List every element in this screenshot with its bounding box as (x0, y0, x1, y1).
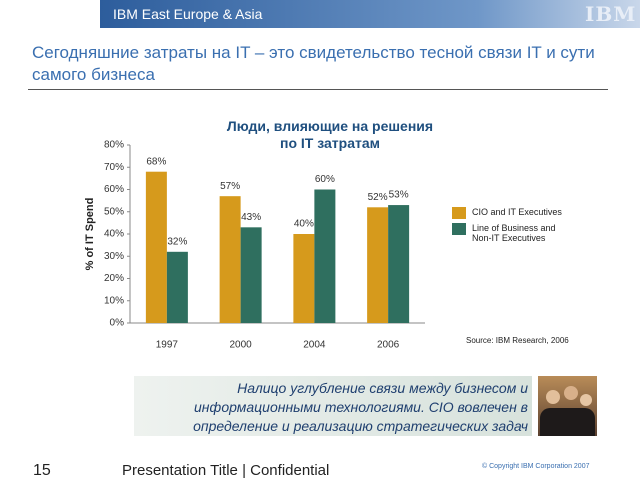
bar (293, 234, 315, 323)
copyright: © Copyright IBM Corporation 2007 (482, 463, 590, 470)
x-tick-label: 2000 (230, 340, 253, 351)
y-tick-label: 50% (104, 206, 124, 217)
y-tick-label: 10% (104, 295, 124, 306)
chart-title: Люди, влияющие на решения по IT затратам (226, 118, 434, 151)
value-label: 53% (389, 190, 409, 201)
slide-title: Сегодняшние затраты на IT – это свидетел… (32, 43, 595, 84)
photo (538, 376, 597, 436)
legend-entry: Line of Business and Non-IT Executives (452, 223, 572, 243)
y-tick-label: 60% (104, 184, 124, 195)
title-rule (28, 89, 608, 90)
callout-text: Налицо углубление связи между бизнесом и… (193, 380, 528, 434)
x-tick-label: 2006 (377, 340, 400, 351)
y-tick-label: 20% (104, 273, 124, 284)
header-bar (100, 0, 640, 28)
callout-box (134, 376, 532, 436)
legend-swatch (452, 207, 466, 219)
value-label: 60% (315, 174, 335, 185)
x-tick-label: 2004 (303, 340, 326, 351)
value-label: 68% (146, 156, 166, 167)
logo: IBM (585, 2, 637, 26)
y-tick-label: 70% (104, 162, 124, 173)
header-region: IBM East Europe & Asia (113, 6, 263, 22)
bar (240, 227, 262, 323)
legend-label: Line of Business and Non-IT Executives (472, 223, 556, 243)
bar (314, 189, 336, 323)
bar (388, 205, 410, 323)
bar (145, 171, 167, 323)
y-tick-label: 30% (104, 251, 124, 262)
legend-entry: CIO and IT Executives (452, 207, 572, 219)
bar (166, 251, 188, 323)
source: Source: IBM Research, 2006 (466, 336, 569, 345)
legend-swatch (452, 223, 466, 235)
legend: CIO and IT Executives Line of Business an… (452, 207, 572, 247)
y-tick-label: 80% (104, 140, 124, 151)
value-label: 52% (368, 192, 388, 203)
value-label: 40% (294, 219, 314, 230)
footer-title: Presentation Title | Confidential (122, 462, 330, 479)
value-label: 32% (167, 236, 187, 247)
value-label: 57% (220, 181, 240, 192)
x-tick-label: 1997 (156, 340, 179, 351)
bar (219, 196, 241, 323)
y-tick-label: 40% (104, 229, 124, 240)
bar (367, 207, 389, 323)
y-tick-label: 0% (110, 318, 125, 329)
legend-label: CIO and IT Executives (472, 207, 562, 217)
y-axis-label: % of IT Spend (84, 197, 96, 271)
value-label: 43% (241, 212, 261, 223)
page-number: 15 (33, 462, 51, 479)
